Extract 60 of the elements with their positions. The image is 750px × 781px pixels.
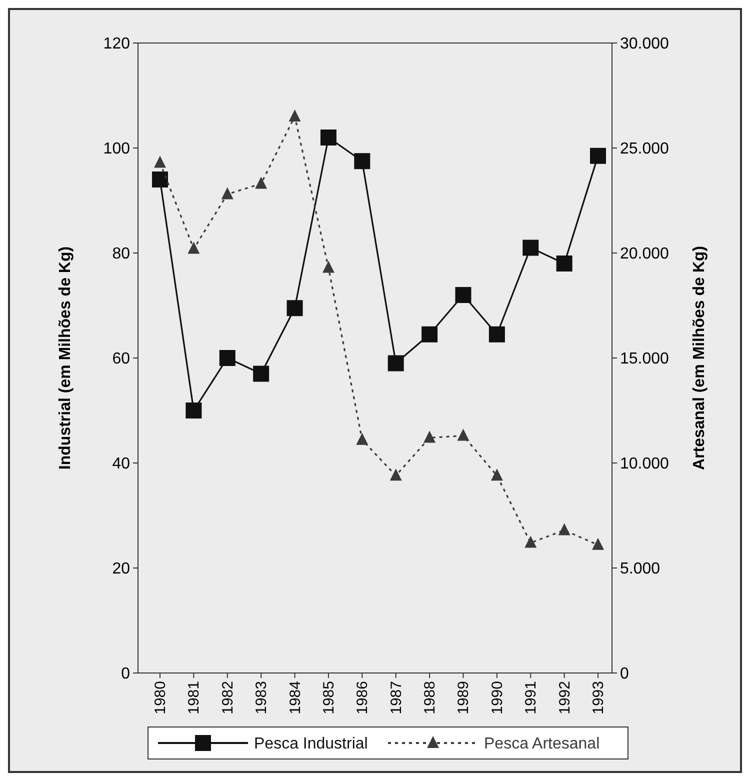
point <box>356 432 368 445</box>
x-tick-label: 1987 <box>388 681 405 714</box>
point <box>488 326 505 342</box>
point <box>186 402 202 418</box>
point <box>320 130 336 146</box>
y2-tick-label: 25.000 <box>620 140 670 158</box>
point <box>556 256 572 272</box>
point <box>422 326 438 342</box>
x-tick-label: 1992 <box>556 681 574 714</box>
x-tick-label: 1983 <box>253 681 270 714</box>
point <box>152 172 168 188</box>
text: Pesca Industrial <box>254 736 368 753</box>
y2-tick-label: 15.000 <box>620 350 670 368</box>
point <box>255 176 268 189</box>
y-tick-label: 80 <box>112 246 130 263</box>
point <box>286 300 303 316</box>
point <box>490 468 503 481</box>
y2-tick-label: 0 <box>620 666 629 683</box>
x-tick-label: 1989 <box>455 681 472 714</box>
y-tick-label: 120 <box>103 36 130 53</box>
y-tick-label: 0 <box>121 666 130 683</box>
point <box>322 260 334 273</box>
point <box>455 287 472 303</box>
x-tick-label: 1991 <box>522 681 540 714</box>
y2-tick-label: 5.000 <box>620 560 660 578</box>
point <box>592 538 604 550</box>
y-tick-label: 20 <box>112 560 130 578</box>
point <box>388 355 404 372</box>
point <box>221 187 234 200</box>
point <box>424 430 436 443</box>
y2-axis-title: Artesanal (em Milhões de Kg) <box>691 246 708 470</box>
x-tick-label: 1981 <box>186 681 203 714</box>
point <box>154 156 166 168</box>
point <box>522 240 539 256</box>
point <box>288 110 301 122</box>
y2-tick-label: 20.000 <box>620 246 670 263</box>
point <box>354 153 370 170</box>
point <box>558 523 570 536</box>
text: Pesca Artesanal <box>484 736 600 753</box>
point <box>524 536 537 548</box>
y-tick-label: 60 <box>112 350 130 368</box>
y2-tick-label: 10.000 <box>620 456 670 473</box>
x-tick-label: 1985 <box>320 681 338 714</box>
y-tick-label: 100 <box>103 140 130 158</box>
x-tick-label: 1980 <box>152 681 169 714</box>
y-axis-title: Industrial (em Milhões de Kg) <box>57 246 74 470</box>
point <box>390 468 402 481</box>
point <box>457 428 470 441</box>
point <box>590 148 606 164</box>
y-tick-label: 40 <box>112 456 130 473</box>
x-tick-label: 1988 <box>422 681 439 714</box>
x-tick-label: 1986 <box>354 681 372 714</box>
x-tick-label: 1984 <box>286 681 304 714</box>
y2-tick-label: 30.000 <box>620 36 670 53</box>
x-tick-label: 1982 <box>219 681 236 714</box>
point <box>253 366 270 382</box>
point <box>188 242 200 254</box>
x-tick-label: 1993 <box>590 681 607 714</box>
point <box>219 350 236 366</box>
x-tick-label: 1990 <box>488 681 506 714</box>
